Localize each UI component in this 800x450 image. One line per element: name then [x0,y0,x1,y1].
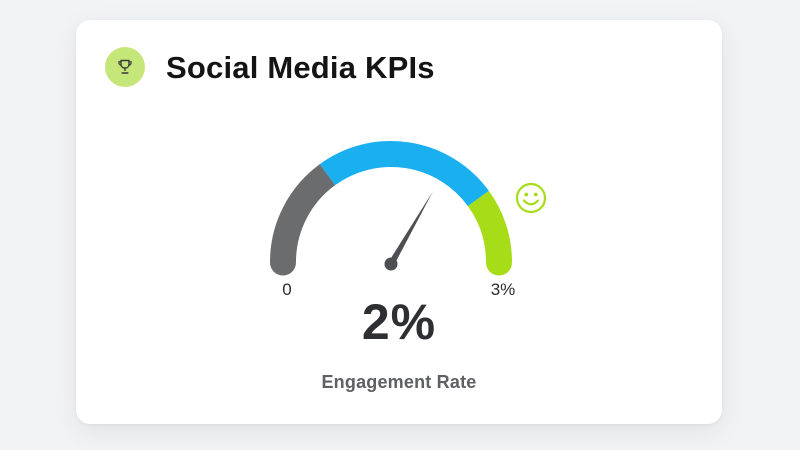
smiley-icon [515,182,547,214]
card-title: Social Media KPIs [166,50,435,85]
gauge-segment-2 [319,141,489,207]
gauge-chart: 0 3% [270,141,547,299]
trophy-icon-badge [105,47,145,87]
gauge-arc-track [270,141,512,276]
gauge-segment-cap [486,249,512,276]
gauge-segment-cap [270,249,296,276]
gauge-max-label: 3% [491,280,516,299]
gauge-value: 2% [361,294,437,350]
kpi-card: Social Media KPIs 0 3% 2% Engagement Rat… [76,20,722,424]
gauge-needle [384,191,433,271]
needle-hub [384,257,398,271]
gauge-min-label: 0 [282,280,291,299]
metric-label: Engagement Rate [321,372,477,392]
trophy-icon [118,59,132,74]
gauge-segment-1 [270,164,336,263]
